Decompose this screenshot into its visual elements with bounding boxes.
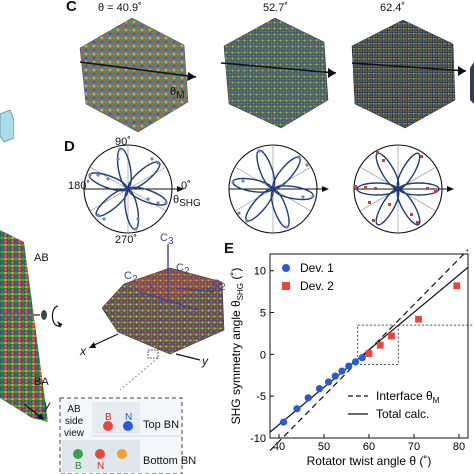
panel-d-letter: D bbox=[64, 138, 75, 155]
panel-c-letter: C bbox=[66, 0, 77, 15]
twist-angle-label-2: 52.7˚ bbox=[263, 2, 289, 14]
point-dev-2 bbox=[376, 341, 384, 349]
polar-plot-1 bbox=[83, 144, 184, 234]
rotator-hexagon-fragment bbox=[0, 109, 14, 143]
point-dev-1 bbox=[331, 372, 339, 380]
polar-label-0: 0˚ bbox=[181, 180, 191, 192]
y-tick-label: -5 bbox=[256, 391, 266, 403]
panel-e-letter: E bbox=[224, 240, 235, 257]
inset-side-view-label: AB side view bbox=[64, 404, 85, 439]
point-dev-1 bbox=[338, 367, 346, 375]
shg-vs-twist-chart: 40 50 60 70 80 -10 -5 0 5 10 Dev. 1 Dev. 2 Interface… bbox=[229, 249, 474, 468]
stacking-label-ab: AB bbox=[34, 252, 49, 264]
zoom-box bbox=[357, 324, 399, 365]
y-tick-label: 5 bbox=[260, 308, 266, 320]
legend-label: Dev. 1 bbox=[300, 261, 334, 275]
point-dev-1 bbox=[324, 378, 333, 386]
cluster-x-axis-label: x bbox=[80, 344, 86, 358]
point-dev-1 bbox=[351, 358, 360, 366]
c2-label-1: C2 bbox=[124, 270, 138, 286]
y-axis-title: SHG symmetry angle θSHG (˚) bbox=[229, 268, 245, 425]
inset-atom-b-top: B bbox=[105, 412, 112, 423]
point-dev-1 bbox=[279, 418, 288, 426]
x-tick-label: 50 bbox=[318, 441, 330, 453]
shg-polar-plots bbox=[83, 144, 454, 234]
inset-atom-n-top: N bbox=[125, 412, 133, 423]
point-dev-1 bbox=[293, 405, 301, 413]
twist-angle-label-1: θ = 40.9˚ bbox=[98, 2, 142, 14]
inset-top-bn-label: Top BN bbox=[143, 419, 180, 431]
twist-angle-label-3: 62.4˚ bbox=[380, 2, 406, 14]
side-slab bbox=[0, 230, 48, 422]
x-tick-label: 70 bbox=[408, 441, 420, 453]
c2-label-3: C2 bbox=[212, 278, 226, 294]
polar-label-270: 270˚ bbox=[115, 234, 138, 246]
moire-hexagon-3 bbox=[351, 19, 456, 129]
moire-hexagon-2 bbox=[223, 17, 329, 129]
point-dev-1 bbox=[345, 362, 353, 370]
legend-line-label: Interface θM bbox=[376, 389, 440, 405]
stacking-label-ba: BA bbox=[34, 376, 49, 388]
cluster-y-axis-label: y bbox=[202, 354, 208, 368]
legend-line-label: Total calc. bbox=[376, 407, 429, 421]
side-y-axis-label: y bbox=[44, 398, 50, 412]
inset-atom-n-bottom: N bbox=[97, 461, 105, 472]
bilayer-structure-figure bbox=[0, 230, 225, 474]
legend-label: Dev. 2 bbox=[300, 279, 334, 293]
moire-lattice-figure bbox=[79, 17, 474, 133]
inset-atom-b-bottom: B bbox=[75, 461, 82, 472]
x-tick-label: 60 bbox=[363, 441, 375, 453]
c3-label: C3 bbox=[160, 232, 174, 248]
point-dev-1 bbox=[315, 385, 324, 393]
point-dev-2 bbox=[388, 332, 395, 340]
x-tick-label: 40 bbox=[273, 441, 285, 453]
point-dev-2 bbox=[453, 282, 461, 290]
point-dev-2 bbox=[365, 350, 373, 357]
inset-bottom-bn-label: Bottom BN bbox=[143, 455, 197, 467]
y-tick-label: 10 bbox=[254, 266, 266, 278]
point-dev-1 bbox=[358, 354, 366, 362]
x-tick-label: 80 bbox=[453, 441, 465, 453]
point-dev-2 bbox=[415, 315, 422, 323]
moire-hexagon-1 bbox=[79, 17, 189, 133]
x-axis-title: Rotator twist angle θ (˚) bbox=[307, 454, 432, 468]
legend-marker bbox=[282, 282, 290, 290]
legend-marker bbox=[282, 264, 290, 272]
polar-plot-3 bbox=[353, 144, 454, 234]
theta-shg-label: θSHG bbox=[173, 194, 201, 210]
y-tick-label: 0 bbox=[260, 349, 266, 361]
y-tick-label: -10 bbox=[250, 433, 266, 445]
polar-plot-2 bbox=[228, 144, 329, 234]
moire-hexagon-partial bbox=[470, 62, 474, 104]
c2-label-2: C2 bbox=[176, 262, 190, 278]
line-solid bbox=[269, 266, 469, 433]
theta-m-label: θM bbox=[170, 86, 185, 102]
point-dev-1 bbox=[304, 394, 312, 402]
